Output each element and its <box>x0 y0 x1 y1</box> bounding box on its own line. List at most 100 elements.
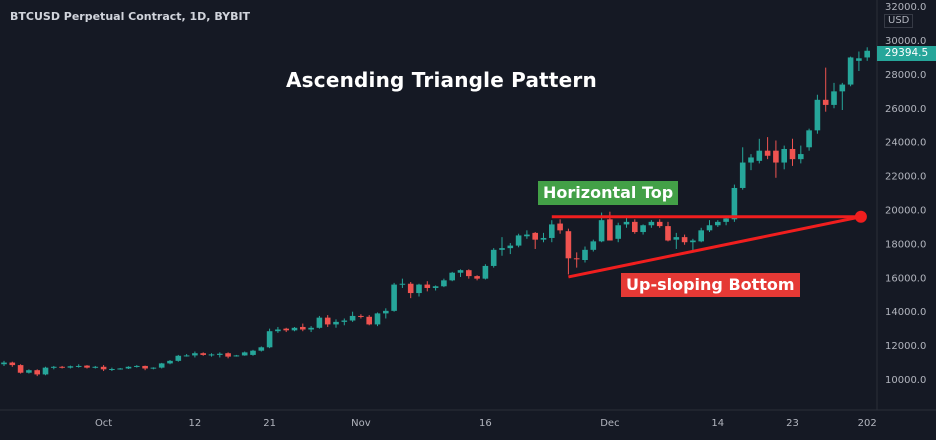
candle-body <box>407 283 414 294</box>
candle <box>324 315 331 327</box>
candle <box>291 326 298 332</box>
currency-label[interactable]: USD <box>884 14 914 28</box>
price-tick-label: 18000.0 <box>885 239 926 250</box>
candle <box>59 365 65 369</box>
candle <box>441 278 447 288</box>
candle-body <box>275 329 281 332</box>
candle-body <box>557 223 563 231</box>
candle <box>781 145 787 170</box>
candle <box>341 318 348 326</box>
candle-body <box>524 234 530 237</box>
candle <box>358 314 364 319</box>
candle <box>349 311 356 322</box>
candle <box>822 67 829 112</box>
candle <box>540 232 547 243</box>
candle-body <box>441 280 447 287</box>
chart-title: Ascending Triangle Pattern <box>286 68 597 92</box>
candle <box>565 228 572 275</box>
candle <box>673 232 680 249</box>
candle-body <box>358 315 364 317</box>
candle <box>92 365 99 369</box>
candle-body <box>432 286 439 288</box>
time-axis[interactable]: Oct 12 21 Nov 16 Dec 14 23 202 <box>95 418 877 429</box>
candle-body <box>391 284 397 311</box>
candle-body <box>399 283 406 285</box>
candle-body <box>1 362 7 365</box>
candle-body <box>158 363 165 368</box>
time-tick-label: 202 <box>858 418 877 429</box>
candle-body <box>449 272 455 281</box>
candle-body <box>42 367 49 375</box>
candle <box>739 147 746 190</box>
candle-body <box>34 370 40 375</box>
candle <box>656 219 663 228</box>
candle-body <box>324 317 331 325</box>
symbol-title: BTCUSD Perpetual Contract, 1D, BYBIT <box>10 10 251 23</box>
price-tick-label: 22000.0 <box>885 172 926 183</box>
candle-body <box>690 240 696 243</box>
candle-body <box>474 276 480 279</box>
candle <box>333 319 339 328</box>
candle-body <box>200 353 206 355</box>
candle <box>150 367 157 370</box>
candle-body <box>648 221 655 226</box>
candle-body <box>349 315 356 321</box>
candle-body <box>142 365 148 369</box>
candle-body <box>125 366 132 369</box>
candle <box>773 140 779 178</box>
price-axis[interactable]: 32000.0 30000.0 28000.0 26000.0 24000.0 22000… <box>885 2 926 386</box>
trendlines[interactable] <box>551 210 867 279</box>
candle-body <box>424 284 431 288</box>
candle-body <box>715 221 721 226</box>
candle <box>374 312 381 327</box>
upsloping-bottom-line[interactable] <box>568 215 862 279</box>
candle-body <box>573 258 580 260</box>
candle-body <box>781 148 787 163</box>
price-tick-label: 26000.0 <box>885 104 926 115</box>
candle-body <box>582 249 588 261</box>
candle-body <box>706 225 713 231</box>
candle-body <box>383 310 389 314</box>
candle <box>34 369 40 377</box>
candle-body <box>806 130 812 148</box>
candle-body <box>532 232 538 240</box>
candle-body <box>590 241 597 250</box>
candle-body <box>150 367 157 369</box>
candle-body <box>499 248 505 250</box>
candle <box>84 365 90 369</box>
candle <box>100 365 107 372</box>
candle-body <box>341 320 348 322</box>
candle-body <box>283 328 289 331</box>
candle-body <box>814 99 821 131</box>
candle-body <box>109 368 115 370</box>
candle <box>831 82 837 109</box>
candle <box>42 366 49 376</box>
candle <box>432 285 439 291</box>
candle <box>366 315 372 326</box>
candle-body <box>681 237 688 243</box>
candle <box>806 128 812 151</box>
candle-body <box>856 58 862 61</box>
candle <box>698 227 704 243</box>
candle <box>466 269 472 279</box>
candle-body <box>640 225 646 233</box>
candle <box>383 308 389 319</box>
candle <box>449 271 455 282</box>
triangle-apex-point[interactable] <box>854 210 867 223</box>
candle <box>532 232 538 249</box>
candles <box>1 47 870 377</box>
candle <box>67 365 74 369</box>
candle-body <box>598 220 605 242</box>
candle-body <box>308 327 314 330</box>
candle-body <box>822 99 829 105</box>
candle <box>192 351 198 358</box>
candle-body <box>333 321 339 325</box>
candle <box>524 230 530 239</box>
candle <box>391 282 397 312</box>
candle <box>241 351 248 356</box>
time-tick-label: Nov <box>351 418 371 429</box>
candle-body <box>698 230 704 242</box>
candle-body <box>9 362 16 366</box>
